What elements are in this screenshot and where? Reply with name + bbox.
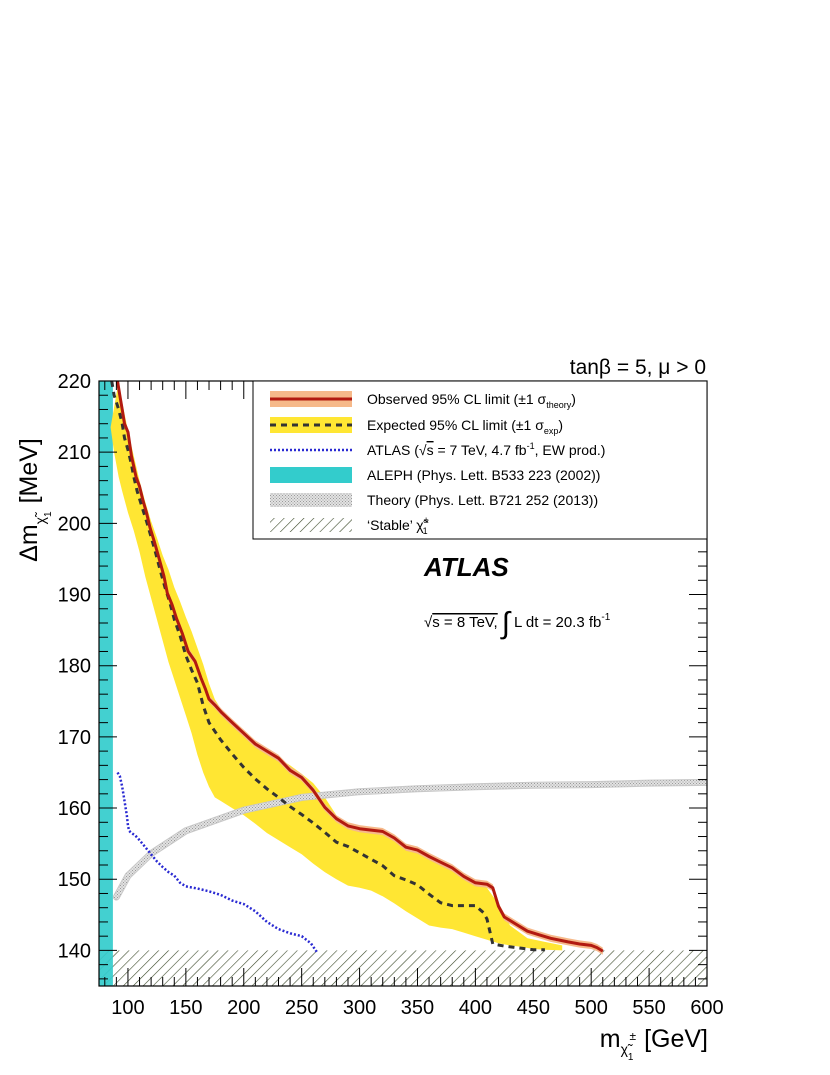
legend-symbols: [270, 391, 352, 532]
observed-limit-line: [116, 381, 604, 953]
legend-aleph-swatch: [270, 467, 352, 483]
x-tick-label: 550: [632, 997, 665, 1019]
legend-observed-label: Observed 95% CL limit (±1 σtheory): [367, 391, 576, 410]
legend-box: [252, 380, 708, 540]
legend-expected-label: Expected 95% CL limit (±1 σexp): [367, 417, 563, 436]
theory-band-texture: [113, 779, 707, 900]
expected-1sigma-band: [110, 381, 563, 951]
x-tick-label: 500: [575, 997, 608, 1019]
excluded-regions: [99, 381, 707, 986]
x-tick-label: 200: [227, 997, 260, 1019]
x-tick-label: 100: [111, 997, 144, 1019]
limit-bands: [110, 381, 707, 955]
legend-aleph-label: ALEPH (Phys. Lett. B533 223 (2002)): [367, 467, 600, 483]
x-tick-label: 150: [169, 997, 202, 1019]
y-tick-label: 150: [58, 869, 91, 891]
y-tick-label: 220: [58, 371, 91, 393]
y-tick-label: 170: [58, 727, 91, 749]
atlas-label: ATLAS: [423, 552, 509, 582]
x-tick-label: 450: [517, 997, 550, 1019]
legend-expected-band-swatch: [270, 417, 352, 433]
y-tick-label: 200: [58, 513, 91, 535]
legend-atlas7-label: ATLAS (√s = 7 TeV, 4.7 fb-1, EW prod.): [367, 441, 605, 458]
energy-lumi-label: √s = 8 TeV, ∫ L dt = 20.3 fb-1: [424, 607, 611, 640]
x-axis-title: mχ̃1± [GeV]: [600, 1025, 708, 1063]
x-tick-label: 600: [690, 997, 723, 1019]
atlas-7tev-limit-line: [116, 771, 318, 953]
legend-theory-label: Theory (Phys. Lett. B721 252 (2013)): [367, 492, 598, 508]
x-tick-label: 400: [459, 997, 492, 1019]
expected-limit-line: [110, 381, 545, 952]
y-tick-label: 210: [58, 442, 91, 464]
aleph-excluded-region: [99, 381, 113, 986]
stable-chargino-region: [99, 950, 707, 986]
limit-curves: [110, 381, 604, 953]
axes: 100 150 200 250 300 350 400 450 500 550 600 140 150 1…: [58, 371, 724, 1019]
y-tick-label: 160: [58, 798, 91, 820]
y-tick-label: 190: [58, 585, 91, 607]
integral-symbol: ∫: [500, 607, 512, 640]
legend-stable-label: ‘Stable’ χ̃± 1: [367, 515, 429, 536]
legend-theory-swatch: [270, 493, 352, 507]
legend-stable-swatch: [270, 518, 352, 532]
y-tick-label: 180: [58, 656, 91, 678]
y-tick-label: 140: [58, 940, 91, 962]
x-tick-label: 300: [343, 997, 376, 1019]
x-tick-label: 350: [401, 997, 434, 1019]
sqrt-symbol: √: [419, 442, 427, 458]
sqrt-symbol: √: [424, 614, 433, 631]
legend: Observed 95% CL limit (±1 σtheory) Expec…: [252, 380, 708, 540]
model-parameter-label: tanβ = 5, μ > 0: [570, 356, 706, 379]
y-axis-title: Δmχ̃1[MeV]: [15, 438, 54, 562]
x-tick-label: 250: [285, 997, 318, 1019]
